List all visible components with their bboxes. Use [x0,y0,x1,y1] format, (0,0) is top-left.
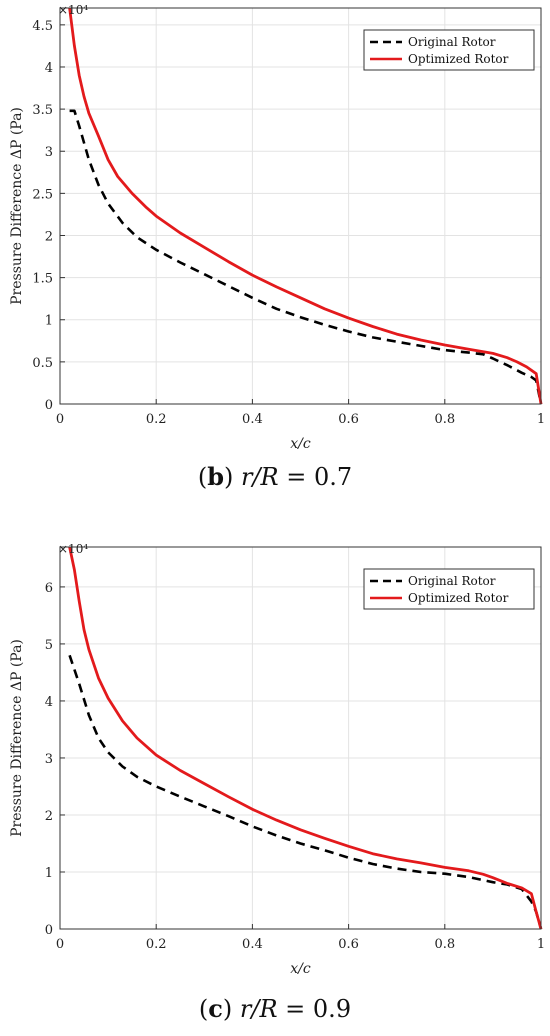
chart-1-y-multiplier: ×10⁴ [58,542,88,556]
chart-0-y-tick-label-0: 0 [45,398,53,413]
chart-0-y-multiplier: ×10⁴ [58,3,88,17]
caption-c-letter: c [208,994,223,1023]
chart-0-legend-label-1: Optimized Rotor [408,52,509,66]
chart-1-y-tick-label-3: 3 [45,752,53,767]
chart-1-legend-box [363,568,535,610]
chart-1-x-tick-label-2: 0.4 [242,937,263,952]
chart-1-x-tick-label-5: 1 [537,937,545,952]
caption-b-letter: b [207,462,224,491]
chart-1-series-line-0 [68,654,543,930]
chart-1-y-tick-label-6: 6 [45,581,53,596]
chart-1-axes-frame [59,546,542,930]
chart-0-legend-label-0: Original Rotor [408,35,496,49]
chart-1-x-tick-label-0: 0 [56,937,64,952]
chart-0-y-tick-label-6: 3 [45,145,53,160]
chart-0-y-tick-label-9: 4.5 [32,19,53,34]
chart-0-y-tick-label-1: 0.5 [32,356,53,371]
chart-0-series-line-1 [68,7,543,405]
chart-0-series-line-0 [69,109,543,405]
caption-b-close: ) [223,463,234,491]
chart-0-y-tick-label-7: 3.5 [32,103,53,118]
chart-0-y-tick-label-8: 4 [45,61,53,76]
chart-0-y-axis-label: Pressure Difference ΔP (Pa) [9,107,25,305]
chart-1-x-tick-label-3: 0.6 [338,937,359,952]
caption-c-close: ) [222,995,233,1023]
chart-1-y-tick-label-1: 1 [45,866,53,881]
chart-0-y-tick-label-4: 2 [45,229,53,244]
chart-b: 0 0.2 0.4 0.6 0.8 1 0 0.5 1 1.5 2 2.5 3 3.5 4 4.5 ×10⁴ x/… [9,3,545,452]
caption-c-var: r/R [239,995,278,1023]
caption-b-var: r/R [240,463,279,491]
chart-0-y-tick-label-5: 2.5 [32,187,53,202]
chart-0-legend-box [363,29,535,71]
chart-1-y-tick-label-0: 0 [45,923,53,938]
chart-1-legend-label-1: Optimized Rotor [408,591,509,605]
chart-1-x-tick-label-4: 0.8 [434,937,455,952]
chart-c: 0 0.2 0.4 0.6 0.8 1 0 1 2 3 4 5 6 ×10⁴ x/c Pressure Dif… [9,542,545,977]
chart-0-y-tick-label-2: 1 [45,314,53,329]
chart-1-y-axis-label: Pressure Difference ΔP (Pa) [9,639,25,837]
caption-c-value: = 0.9 [277,995,352,1023]
chart-1-y-tick-label-5: 5 [45,638,53,653]
chart-0-plot-area [60,8,541,404]
chart-1-y-tick-label-2: 2 [45,809,53,824]
chart-0-x-axis-label: x/c [290,436,311,452]
chart-1-x-tick-label-1: 0.2 [146,937,167,952]
caption-b: (b) r/R = 0.7 [0,462,550,491]
chart-0-y-tick-label-3: 1.5 [32,272,53,287]
chart-1-x-axis-label: x/c [290,961,311,977]
caption-b-open: ( [197,463,208,491]
caption-b-value: = 0.7 [278,463,353,491]
chart-0-x-tick-label-5: 1 [537,412,545,427]
chart-0-x-tick-label-1: 0.2 [146,412,167,427]
chart-1-y-tick-label-4: 4 [45,695,53,710]
chart-0-x-tick-label-0: 0 [56,412,64,427]
caption-c-open: ( [198,995,209,1023]
chart-1-plot-area [60,547,541,929]
chart-0-x-tick-label-3: 0.6 [338,412,359,427]
chart-1-series-line-1 [68,546,543,930]
chart-0-axes-frame [59,7,542,405]
chart-1-legend-label-0: Original Rotor [408,574,496,588]
caption-c: (c) r/R = 0.9 [0,994,550,1023]
chart-0-x-tick-label-2: 0.4 [242,412,263,427]
chart-0-x-tick-label-4: 0.8 [434,412,455,427]
